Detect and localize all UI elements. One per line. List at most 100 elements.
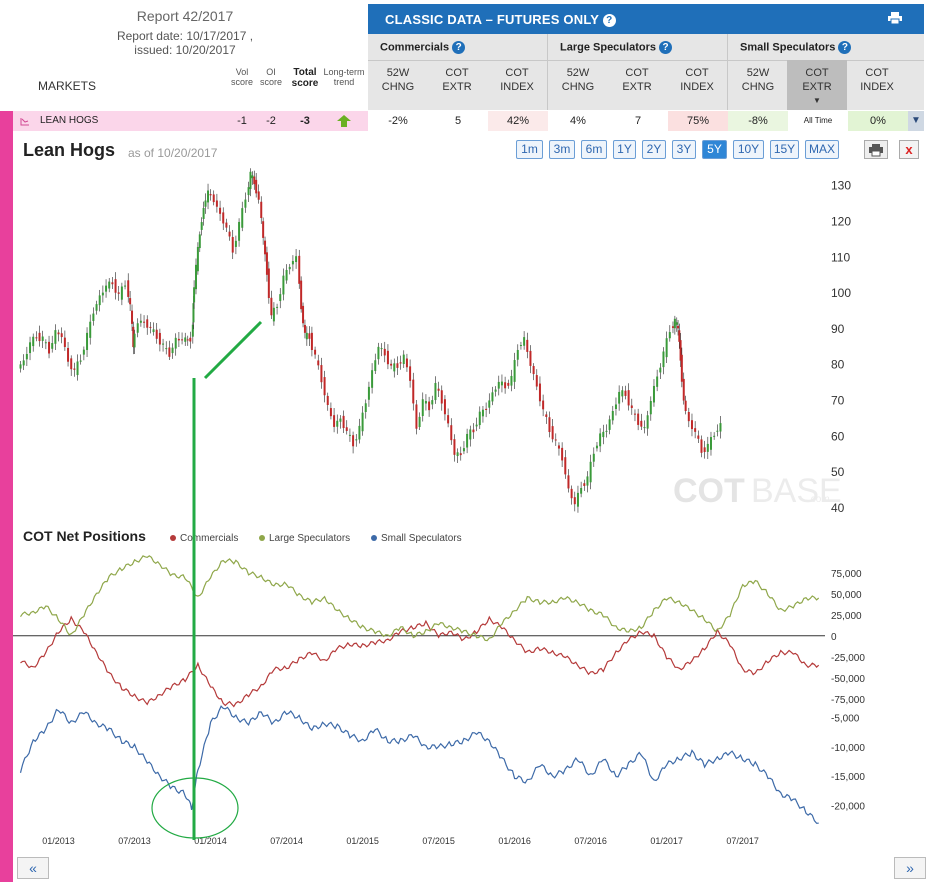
comm-extr-header[interactable]: COT EXTR [427, 66, 487, 94]
prev-button[interactable]: « [17, 857, 49, 879]
candle-body [662, 351, 665, 368]
candle-body [551, 426, 554, 440]
range-button-3m[interactable]: 3m [549, 140, 575, 159]
legend-label: Large Speculators [269, 533, 351, 544]
cot-y-tick-label: 50,000 [831, 590, 862, 601]
candle-body [450, 425, 453, 441]
candle-body [462, 448, 465, 452]
range-button-1y[interactable]: 1Y [613, 140, 636, 159]
candle-body [168, 347, 171, 357]
ls-52w-header[interactable]: 52W CHNG [548, 66, 608, 94]
candle-body [92, 313, 95, 321]
range-button-3y[interactable]: 3Y [672, 140, 696, 159]
print-button[interactable] [864, 140, 888, 159]
x-tick-label: 01/2015 [346, 836, 379, 846]
trend-header[interactable]: Long-term trend [322, 67, 366, 87]
watermark-cot: COT [673, 472, 745, 510]
market-name[interactable]: LEAN HOGS [40, 115, 99, 126]
candle-body [209, 194, 212, 196]
range-button-1m[interactable]: 1m [516, 140, 543, 159]
candle-body [73, 368, 76, 370]
candle-body [231, 237, 234, 253]
cot-y-tick-label: 75,000 [831, 569, 862, 580]
x-tick-label: 07/2017 [726, 836, 759, 846]
vol-score-header-line2: score [230, 77, 253, 87]
candle-body [326, 395, 329, 406]
candle-body [44, 342, 47, 344]
x-tick-label: 01/2017 [650, 836, 683, 846]
candle-body [640, 420, 643, 427]
candle-body [532, 366, 535, 375]
row-expand-chevron-icon[interactable]: ▼ [908, 111, 924, 131]
range-button-2y[interactable]: 2Y [642, 140, 666, 159]
ss-52w-header[interactable]: 52W CHNG [728, 66, 788, 94]
candle-body [302, 305, 305, 324]
candle-body [478, 411, 481, 426]
ls-extr-header[interactable]: COT EXTR [607, 66, 667, 94]
range-button-5y[interactable]: 5Y [702, 140, 727, 159]
ss-extr-header[interactable]: COT EXTR ▼ [787, 66, 847, 108]
large-specs-group: Large Speculators ? 52W CHNG COT EXTR COT I… [548, 34, 728, 110]
next-button[interactable]: » [894, 857, 926, 879]
candle-body [342, 415, 345, 429]
comm-index-header[interactable]: COT INDEX [487, 66, 547, 94]
cot-y-tick-label: 0 [831, 632, 837, 643]
range-button-6m[interactable]: 6m [581, 140, 607, 159]
legend-large-speculators[interactable]: Large Speculators [259, 533, 350, 544]
candle-body [317, 360, 320, 366]
range-button-15y[interactable]: 15Y [770, 140, 799, 159]
comm-52w-header[interactable]: 52W CHNG [368, 66, 428, 94]
candle-body [668, 332, 671, 339]
candle-body [228, 231, 231, 237]
oi-score-header[interactable]: OI score [256, 67, 286, 87]
comm-extr-value: 5 [428, 111, 488, 131]
candle-body [225, 222, 228, 228]
candle-body [652, 385, 655, 403]
help-icon[interactable]: ? [602, 14, 616, 28]
ls-index-header[interactable]: COT INDEX [667, 66, 727, 94]
ss-extr-header-line1: COT [805, 67, 829, 79]
candle-body [285, 269, 288, 281]
candle-body [529, 350, 532, 366]
candle-body [643, 427, 646, 429]
candle-body [114, 279, 117, 293]
help-icon[interactable]: ? [838, 41, 852, 54]
help-icon[interactable]: ? [659, 41, 673, 54]
candle-body [260, 201, 263, 219]
ss-index-header[interactable]: COT INDEX [847, 66, 907, 94]
price-y-tick-label: 40 [831, 501, 845, 515]
candle-body [557, 445, 560, 449]
candle-body [204, 200, 207, 207]
candle-body [421, 399, 424, 417]
range-button-10y[interactable]: 10Y [733, 140, 764, 159]
vol-score-header[interactable]: Vol score [226, 67, 258, 87]
range-button-max[interactable]: MAX [805, 140, 839, 159]
candle-body [443, 399, 446, 415]
candle-body [194, 264, 197, 290]
legend-commercials[interactable]: Commercials [170, 533, 238, 544]
candle-body [165, 348, 168, 350]
market-row-lean-hogs[interactable]: LEAN HOGS -1 -2 -3 -2% 5 42% 4% 7 75% -8… [13, 111, 924, 131]
chart-as-of: as of 10/20/2017 [128, 146, 218, 160]
candle-body [305, 332, 308, 340]
legend-small-speculators[interactable]: Small Speculators [371, 533, 462, 544]
candle-body [127, 280, 130, 297]
printer-icon[interactable] [888, 12, 902, 24]
candle-body [189, 337, 192, 342]
candle-body [472, 429, 475, 433]
candle-body [174, 337, 177, 349]
help-icon[interactable]: ? [452, 41, 466, 54]
trend-header-line2: trend [333, 77, 355, 87]
candle-body [481, 409, 484, 417]
candle-body [193, 287, 196, 303]
close-chart-button[interactable]: x [899, 140, 919, 159]
chart-line-icon [20, 118, 29, 126]
candle-body [469, 429, 472, 440]
candle-body [542, 400, 545, 410]
total-score-header[interactable]: Total score [286, 67, 324, 89]
ls-extr-header-line1: COT [625, 67, 649, 79]
candle-body [265, 252, 268, 275]
candle-body [215, 200, 218, 207]
candle-body [51, 342, 54, 349]
price-y-tick-label: 110 [831, 250, 850, 264]
